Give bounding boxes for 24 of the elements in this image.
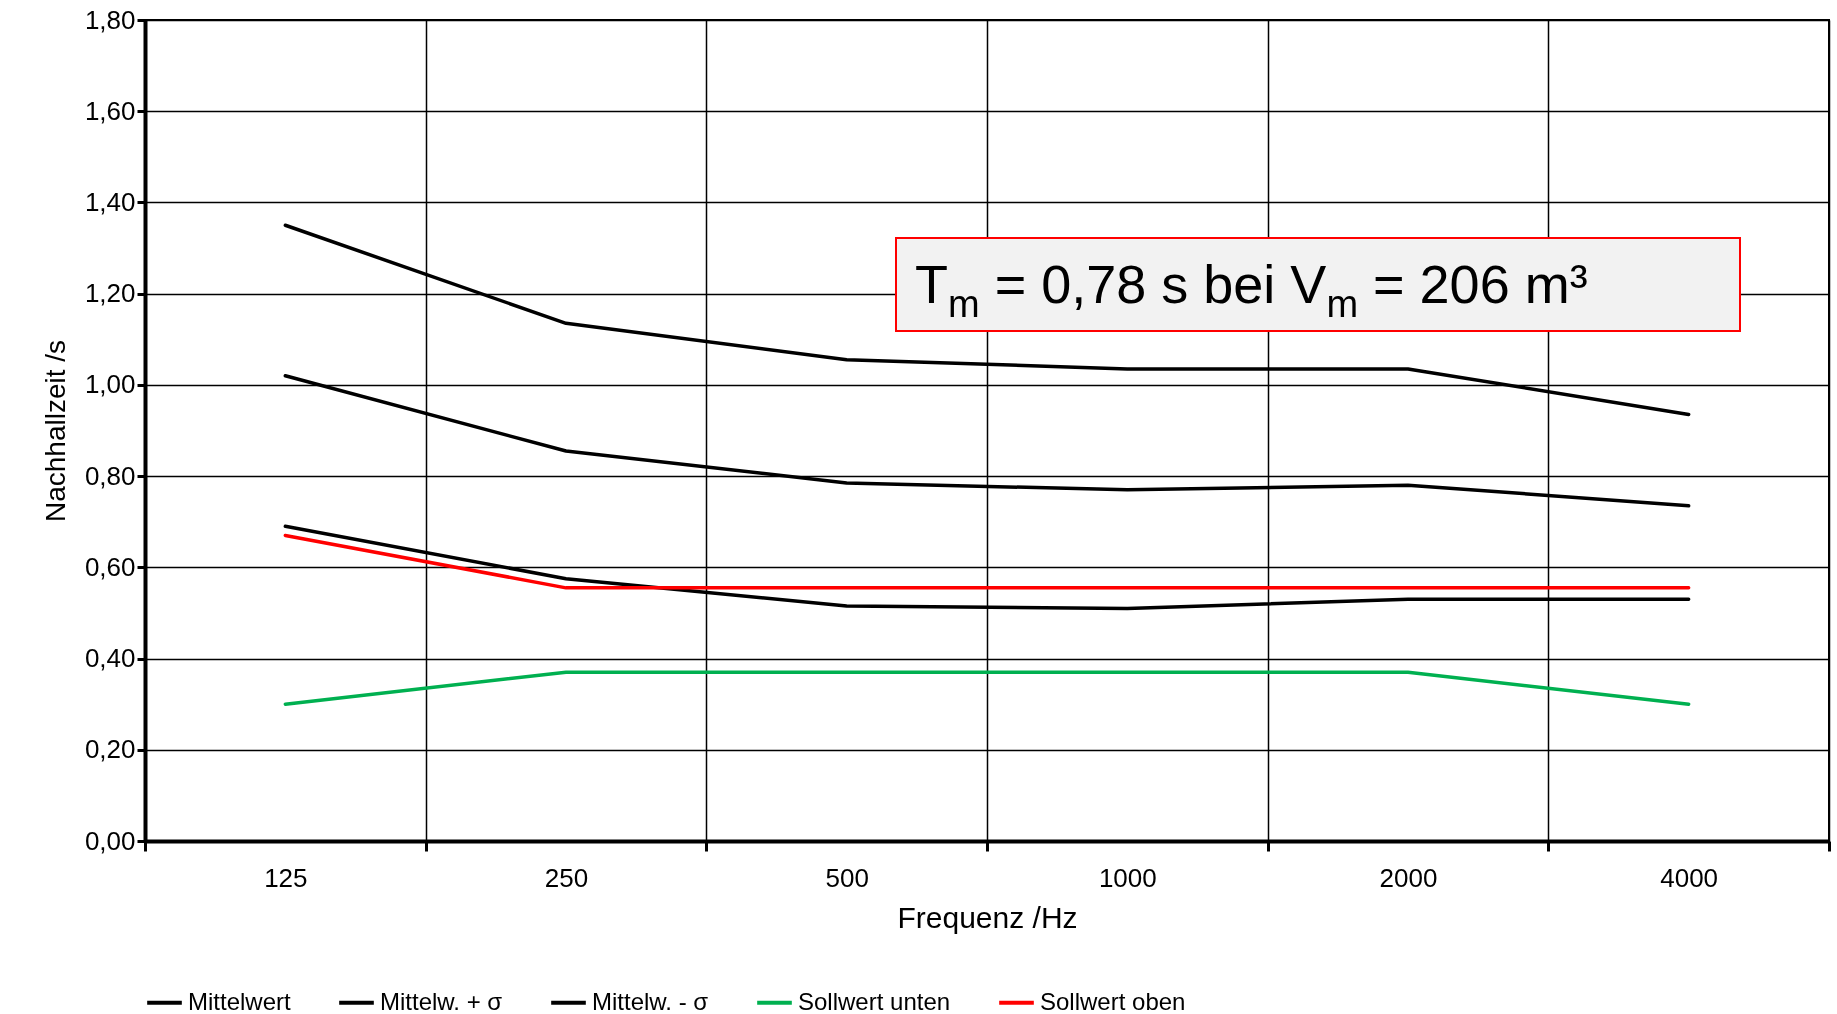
y-tick-label: 1,60 xyxy=(84,95,136,126)
x-tick-label: 500 xyxy=(825,862,869,893)
y-tick-label: 0,40 xyxy=(84,643,136,674)
legend-label: Sollwert oben xyxy=(1040,987,1186,1014)
legend-label: Mittelw. + σ xyxy=(380,987,503,1014)
x-tick-label: 2000 xyxy=(1379,862,1438,893)
y-axis-title: Nachhallzeit /s xyxy=(39,339,71,523)
y-tick-label: 0,60 xyxy=(84,551,136,582)
y-tick-label: 1,80 xyxy=(84,4,136,35)
y-tick-label: 0,20 xyxy=(84,734,136,765)
legend-label: Mittelwert xyxy=(188,987,292,1014)
text-box: T$_{m}$ = 0,78 s bei V$_{m}$ = 206 m³ xyxy=(895,237,1741,332)
y-tick-label: 1,40 xyxy=(84,186,136,217)
y-tick-label: 1,20 xyxy=(84,278,136,309)
y-tick-label: 1,00 xyxy=(84,369,136,400)
y-tick-label: 0,00 xyxy=(84,825,136,856)
y-tick-label: 0,80 xyxy=(84,460,136,491)
x-tick-label: 4000 xyxy=(1660,862,1719,893)
x-tick-label: 250 xyxy=(544,862,589,893)
x-tick-label: 1000 xyxy=(1098,862,1157,893)
x-tick-label: 125 xyxy=(264,862,308,893)
legend-label: Sollwert unten xyxy=(798,987,951,1014)
legend-label: Mittelw. - σ xyxy=(592,987,709,1014)
x-axis-title: Frequenz /Hz xyxy=(897,900,1078,934)
